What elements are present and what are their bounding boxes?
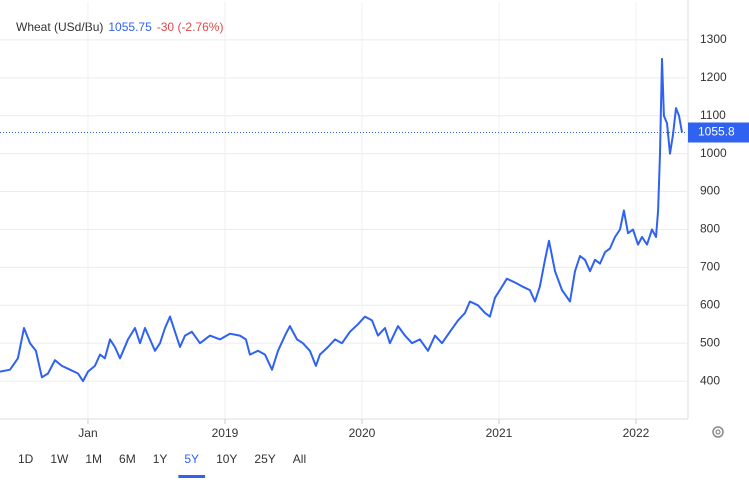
x-tick-label: 2020 xyxy=(349,426,376,440)
y-tick-label: 1200 xyxy=(700,70,727,84)
range-button[interactable]: 1M xyxy=(85,452,102,466)
price-change: -30 (-2.76%) xyxy=(157,20,224,34)
settings-icon[interactable] xyxy=(712,426,724,438)
x-tick-label: 2019 xyxy=(212,426,239,440)
last-price: 1055.75 xyxy=(108,20,152,34)
y-tick-label: 1100 xyxy=(700,108,726,122)
range-button[interactable]: 1D xyxy=(18,452,34,466)
range-button[interactable]: 1W xyxy=(50,452,69,466)
y-tick-label: 500 xyxy=(700,335,720,349)
title: Wheat (USd/Bu) xyxy=(16,20,103,34)
last-price-label: 1055.8 xyxy=(698,125,735,139)
range-button[interactable]: 5Y xyxy=(184,452,199,466)
range-button[interactable]: 1Y xyxy=(153,452,168,466)
x-tick-label: Jan xyxy=(78,426,97,440)
chart-title: Wheat (USd/Bu) 1055.75 -30 (-2.76%) xyxy=(16,20,223,34)
y-tick-label: 1000 xyxy=(700,146,727,160)
y-tick-label: 400 xyxy=(700,373,720,387)
range-button[interactable]: All xyxy=(293,452,306,466)
y-tick-label: 800 xyxy=(700,222,720,236)
y-tick-label: 700 xyxy=(700,260,720,274)
gear[interactable] xyxy=(712,426,724,438)
range-button[interactable]: 25Y xyxy=(254,452,275,466)
range-active xyxy=(178,475,206,478)
range-button[interactable]: 6M xyxy=(119,452,136,466)
price-line xyxy=(0,57,683,383)
range-button[interactable]: 10Y xyxy=(216,452,237,466)
y-tick-label: 1300 xyxy=(700,32,727,46)
y-tick-label: 900 xyxy=(700,184,720,198)
last-price-box xyxy=(688,122,749,143)
y-tick-label: 600 xyxy=(700,297,720,311)
gear-center[interactable] xyxy=(715,429,721,435)
x-tick-label: 2022 xyxy=(623,426,650,440)
x-tick-label: 2021 xyxy=(486,426,513,440)
